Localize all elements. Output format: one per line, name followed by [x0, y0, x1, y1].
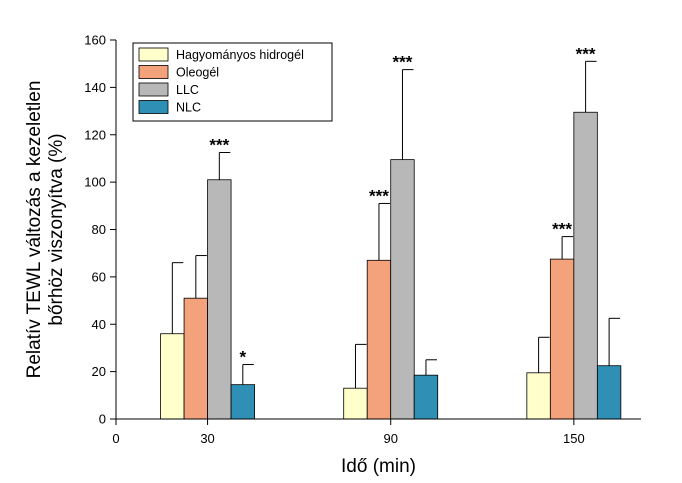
x-axis-title: Idő (min) [341, 456, 416, 477]
y-tick-label: 20 [92, 364, 106, 379]
legend-swatch [138, 100, 169, 114]
bar [366, 259, 392, 420]
series-4: * [230, 317, 622, 420]
y-tick-label: 100 [84, 175, 106, 190]
significance-label: *** [393, 53, 413, 72]
x-tick-label: 30 [200, 431, 214, 446]
legend: Hagyományos hidrogél Oleogél LLC NLC [132, 42, 333, 122]
legend-swatch [138, 82, 169, 97]
y-tick-label: 0 [99, 412, 106, 427]
legend-label: Oleogél [176, 66, 219, 80]
bar [596, 365, 622, 420]
bar [183, 297, 208, 420]
plot-area: ************ **** [160, 44, 622, 420]
bar [390, 159, 415, 420]
bar [573, 111, 598, 420]
legend-label: NLC [176, 101, 201, 115]
axes: 0 20 40 60 80 100 120 140 160 0 30 90 150 [84, 33, 641, 446]
x-tick-label: 150 [563, 431, 585, 446]
y-tick-label: 120 [84, 127, 106, 142]
x-tick-label: 90 [383, 431, 397, 446]
series-1 [160, 262, 551, 420]
legend-label: LLC [176, 83, 199, 97]
bar [230, 384, 255, 420]
x-tick-label: 0 [112, 431, 119, 446]
y-tick-label: 160 [84, 33, 106, 48]
bar [343, 387, 368, 420]
significance-label: *** [369, 186, 389, 205]
series-2: *** *** [183, 186, 575, 420]
legend-swatch [138, 65, 169, 79]
y-axis-title-line-2: bőrhöz viszonyítva (%) [46, 133, 67, 325]
y-tick-label: 60 [92, 269, 106, 284]
y-tick-label: 140 [84, 80, 106, 95]
y-tick-label: 80 [92, 222, 106, 237]
bar [526, 372, 551, 420]
bar [413, 374, 439, 420]
significance-label: *** [209, 136, 229, 155]
y-axis-title-line-1: Relatív TEWL változás a kezeletlen [24, 81, 45, 379]
significance-label: * [240, 348, 247, 367]
bar [207, 179, 232, 420]
legend-label: Hagyományos hidrogél [176, 48, 304, 62]
series-3: *** *** *** [207, 44, 598, 420]
bar [549, 258, 575, 420]
significance-label: *** [552, 220, 572, 239]
legend-swatch [138, 47, 169, 62]
y-tick-label: 40 [92, 317, 106, 332]
bar [160, 333, 185, 420]
significance-label: *** [576, 44, 596, 63]
